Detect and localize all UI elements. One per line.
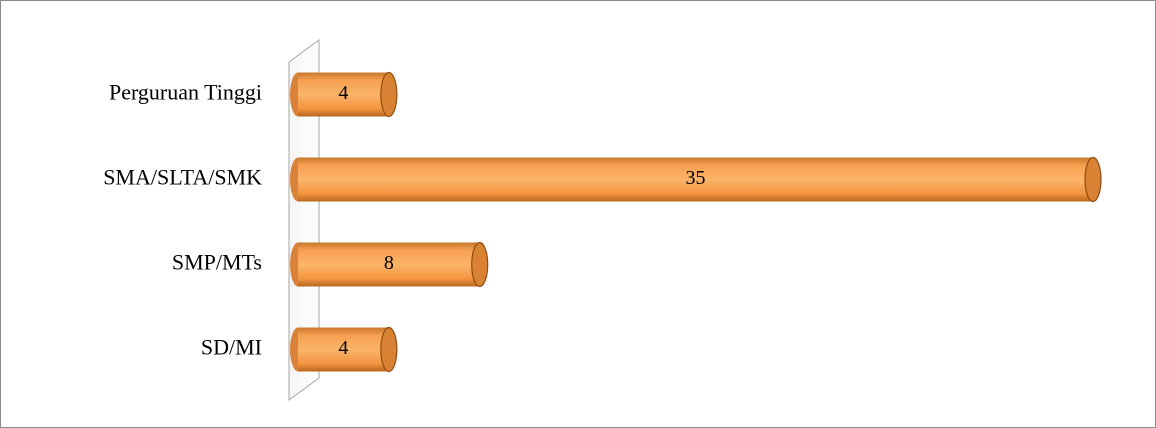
axis-wall — [288, 39, 320, 401]
bar — [298, 327, 389, 372]
bar — [298, 72, 389, 117]
data-label: 4 — [338, 337, 348, 359]
bar — [298, 157, 1093, 202]
y-tick-label: SMP/MTs — [172, 250, 262, 275]
y-tick-label: SMA/SLTA/SMK — [103, 165, 262, 190]
data-label: 4 — [338, 82, 348, 104]
data-label: 35 — [686, 167, 706, 189]
bar-cap — [471, 241, 489, 288]
bar-cap — [1084, 156, 1102, 203]
bar — [298, 242, 480, 287]
data-label: 8 — [384, 252, 394, 274]
y-tick-label: Perguruan Tinggi — [109, 80, 262, 105]
y-tick-label: SD/MI — [201, 335, 262, 360]
bar-cap — [380, 71, 398, 118]
bar-cap — [380, 326, 398, 373]
